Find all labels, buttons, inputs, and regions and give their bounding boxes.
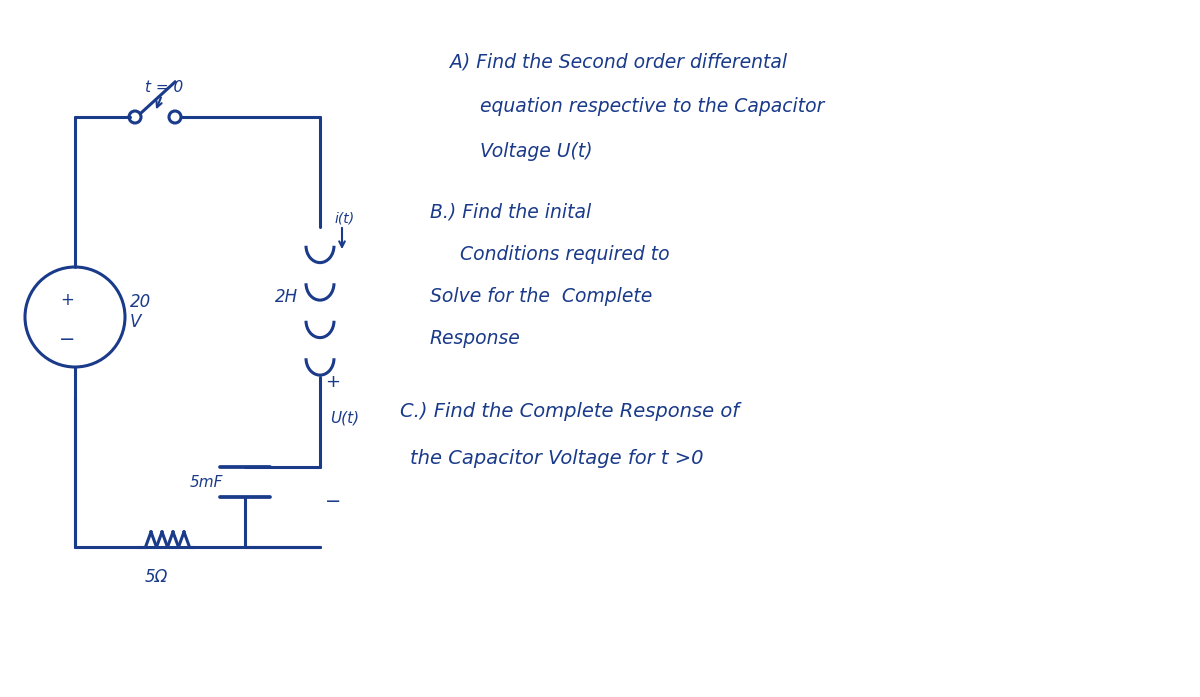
Text: −: − [59,330,76,349]
Text: Voltage U(t): Voltage U(t) [480,142,593,161]
Text: A) Find the Second order differental: A) Find the Second order differental [450,52,787,71]
Text: B.) Find the inital: B.) Find the inital [430,202,592,221]
Text: +: + [60,291,74,309]
Text: C.) Find the Complete Response of: C.) Find the Complete Response of [400,402,739,421]
Text: −: − [325,492,341,511]
Text: Conditions required to: Conditions required to [460,245,670,264]
Text: the Capacitor Voltage for t >0: the Capacitor Voltage for t >0 [410,449,703,468]
Text: 5Ω: 5Ω [145,568,168,586]
Text: Response: Response [430,329,521,348]
Text: 2H: 2H [275,288,298,306]
Text: U(t): U(t) [330,410,359,425]
Text: i(t): i(t) [335,211,355,225]
Text: 5mF: 5mF [190,475,223,490]
Text: 20
V: 20 V [130,293,151,331]
Text: equation respective to the Capacitor: equation respective to the Capacitor [480,97,824,116]
Text: t = 0: t = 0 [145,80,184,95]
Text: +: + [325,373,340,391]
Text: Solve for the  Complete: Solve for the Complete [430,287,653,306]
